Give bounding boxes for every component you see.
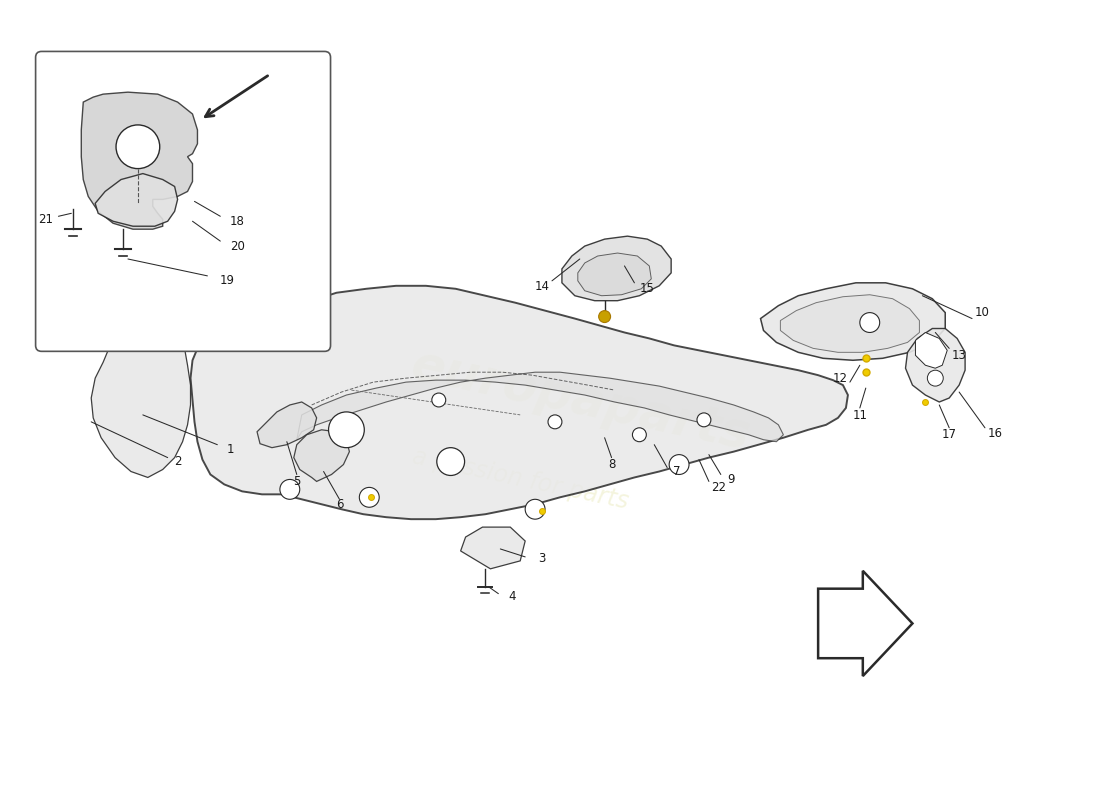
- Text: a passion for parts: a passion for parts: [410, 445, 630, 514]
- Circle shape: [927, 370, 944, 386]
- FancyBboxPatch shape: [35, 51, 330, 351]
- Circle shape: [432, 393, 446, 407]
- Circle shape: [360, 487, 379, 507]
- Polygon shape: [818, 571, 913, 676]
- Polygon shape: [222, 293, 294, 346]
- Polygon shape: [96, 174, 177, 226]
- Circle shape: [860, 313, 880, 333]
- Polygon shape: [905, 329, 965, 402]
- Polygon shape: [81, 92, 198, 229]
- Text: 10: 10: [975, 306, 989, 319]
- Text: 19: 19: [220, 274, 234, 287]
- Polygon shape: [578, 253, 651, 296]
- Circle shape: [669, 454, 689, 474]
- Circle shape: [437, 448, 464, 475]
- Circle shape: [548, 415, 562, 429]
- Polygon shape: [915, 333, 947, 368]
- Text: 20: 20: [230, 239, 244, 253]
- Polygon shape: [780, 294, 920, 352]
- Text: 1: 1: [227, 443, 234, 456]
- Polygon shape: [297, 372, 783, 442]
- Circle shape: [279, 479, 299, 499]
- Text: 5: 5: [293, 475, 300, 488]
- Text: 15: 15: [640, 282, 654, 295]
- Polygon shape: [760, 283, 945, 360]
- Text: 7: 7: [673, 465, 681, 478]
- Polygon shape: [257, 402, 317, 448]
- Circle shape: [116, 125, 160, 169]
- Circle shape: [329, 412, 364, 448]
- Circle shape: [632, 428, 647, 442]
- Circle shape: [525, 499, 544, 519]
- Polygon shape: [461, 527, 525, 569]
- Text: 12: 12: [833, 372, 847, 385]
- Text: 16: 16: [988, 427, 1002, 440]
- Text: 14: 14: [535, 280, 550, 294]
- Text: europaparts: europaparts: [406, 341, 754, 459]
- Text: 3: 3: [538, 552, 546, 566]
- Text: 6: 6: [336, 498, 343, 510]
- Polygon shape: [294, 430, 350, 482]
- Text: 11: 11: [852, 410, 867, 422]
- Text: 17: 17: [942, 428, 957, 442]
- Polygon shape: [562, 236, 671, 301]
- Text: 21: 21: [39, 213, 53, 226]
- Text: 13: 13: [952, 349, 967, 362]
- Polygon shape: [91, 329, 190, 478]
- Polygon shape: [133, 286, 848, 519]
- Text: 2: 2: [174, 455, 182, 468]
- Text: 8: 8: [608, 458, 615, 471]
- Text: 18: 18: [230, 214, 244, 228]
- Text: 22: 22: [712, 481, 726, 494]
- Text: 9: 9: [727, 473, 735, 486]
- Circle shape: [598, 310, 611, 322]
- Circle shape: [697, 413, 711, 427]
- Text: 4: 4: [508, 590, 516, 603]
